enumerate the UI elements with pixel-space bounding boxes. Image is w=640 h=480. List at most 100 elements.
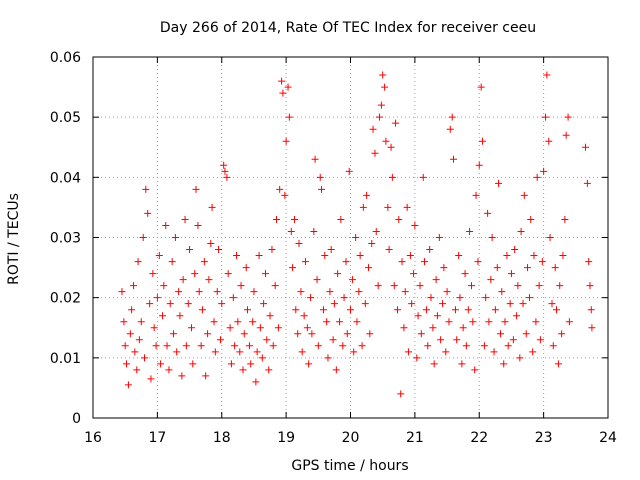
data-point — [240, 330, 248, 338]
data-point — [480, 342, 488, 350]
data-point — [545, 137, 553, 145]
data-point — [442, 348, 450, 356]
data-point — [403, 203, 411, 211]
data-point — [266, 312, 274, 320]
chart-title: Day 266 of 2014, Rate Of TEC Index for r… — [160, 20, 536, 36]
data-point — [424, 342, 432, 350]
plot-frame — [92, 56, 609, 419]
data-point — [162, 221, 170, 229]
data-point — [583, 179, 591, 187]
data-point — [150, 324, 158, 332]
data-point — [358, 342, 366, 350]
data-point — [223, 173, 231, 181]
data-point — [388, 173, 396, 181]
data-point — [464, 306, 472, 314]
data-point — [237, 282, 245, 290]
data-point — [124, 381, 132, 389]
data-point — [329, 336, 337, 344]
data-point — [435, 234, 443, 241]
data-point — [546, 234, 554, 241]
data-point — [430, 360, 438, 368]
data-point — [384, 203, 392, 211]
data-point — [490, 348, 498, 356]
data-point — [224, 270, 232, 278]
data-point — [303, 324, 311, 332]
data-point — [194, 221, 202, 229]
data-points — [118, 71, 596, 398]
data-point — [323, 318, 331, 326]
data-point — [397, 390, 405, 398]
data-point — [491, 306, 499, 314]
data-point — [347, 306, 354, 314]
data-point — [250, 288, 258, 296]
data-point — [553, 306, 560, 314]
data-point — [157, 360, 165, 368]
data-point — [372, 227, 380, 235]
data-point — [542, 113, 550, 121]
data-point — [585, 258, 593, 266]
data-point — [272, 215, 280, 223]
data-point — [495, 179, 503, 187]
y-tick-label: 0.05 — [50, 110, 81, 126]
data-point — [305, 360, 313, 368]
data-point — [287, 227, 295, 235]
axis-ticks: 16 17 18 19 20 21 22 23 24 0 0.01 0.02 0.03 0.04 0.05 0… — [50, 50, 617, 446]
data-point — [141, 354, 148, 362]
data-point — [410, 270, 418, 278]
data-point — [278, 77, 286, 85]
data-point — [175, 288, 183, 296]
y-tick-label: 0.06 — [50, 50, 81, 66]
data-point — [532, 318, 540, 326]
data-point — [231, 342, 239, 350]
data-point — [160, 282, 168, 290]
data-point — [166, 300, 174, 308]
data-point — [169, 330, 177, 338]
data-point — [524, 264, 532, 272]
data-point — [533, 173, 541, 181]
data-point — [263, 336, 271, 344]
data-point — [440, 264, 448, 272]
data-point — [529, 348, 537, 356]
data-point — [120, 318, 128, 326]
data-point — [404, 348, 412, 356]
data-point — [419, 173, 427, 181]
data-point — [285, 113, 293, 121]
grid-lines — [93, 57, 608, 418]
data-point — [353, 318, 361, 326]
data-point — [446, 125, 454, 133]
data-point — [294, 330, 302, 338]
data-point — [474, 258, 482, 266]
data-point — [504, 342, 512, 350]
data-point — [122, 360, 130, 368]
x-tick-label: 19 — [277, 430, 295, 446]
data-point — [233, 252, 241, 260]
data-point — [406, 252, 414, 260]
data-point — [498, 288, 506, 296]
data-point — [310, 227, 318, 235]
data-point — [395, 215, 403, 223]
data-point — [561, 215, 569, 223]
data-point — [295, 240, 303, 248]
data-point — [200, 258, 208, 266]
data-point — [330, 300, 338, 308]
data-point — [226, 324, 234, 332]
data-point — [297, 288, 305, 296]
y-tick-label: 0.04 — [50, 170, 81, 186]
data-point — [173, 348, 181, 356]
data-point — [210, 318, 218, 326]
data-point — [586, 282, 594, 290]
data-point — [368, 240, 376, 248]
data-point — [453, 336, 461, 344]
data-point — [468, 282, 476, 290]
y-tick-label: 0 — [72, 411, 81, 427]
data-point — [146, 300, 154, 308]
data-point — [522, 330, 530, 338]
data-point — [551, 264, 559, 272]
data-point — [385, 246, 393, 254]
data-point — [482, 294, 490, 302]
data-point — [361, 300, 369, 308]
data-point — [379, 71, 387, 79]
data-point — [554, 360, 562, 368]
data-point — [506, 300, 514, 308]
data-point — [234, 318, 242, 326]
